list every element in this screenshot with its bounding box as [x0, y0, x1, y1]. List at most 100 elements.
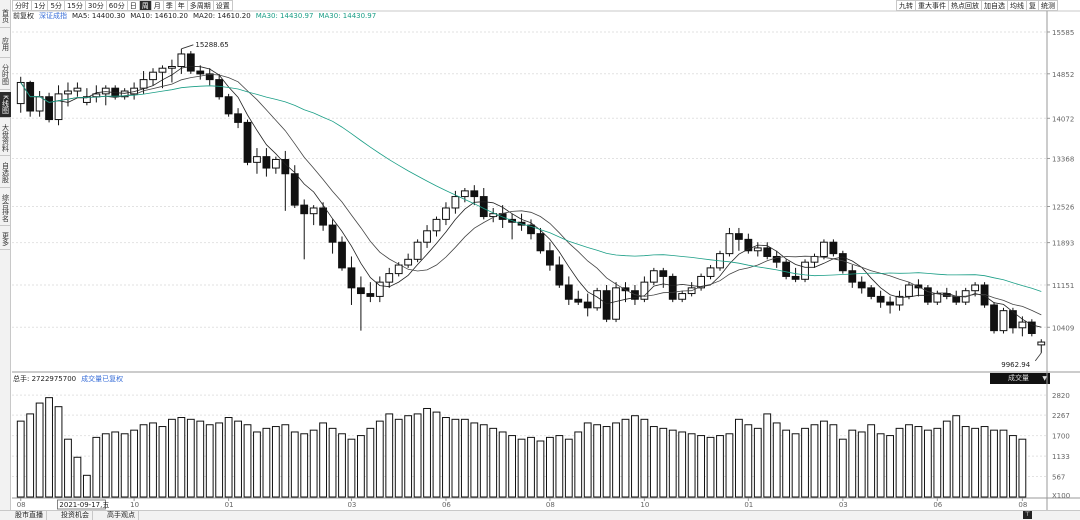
candle-down	[243, 121, 252, 163]
volume-bar	[876, 433, 885, 498]
index-name-label: 深证成指	[39, 12, 67, 20]
candle-up	[130, 87, 139, 95]
candle-down	[1027, 321, 1036, 334]
candle-up	[271, 158, 280, 169]
candle-down	[952, 295, 961, 303]
volume-bar	[772, 422, 781, 498]
volume-bar	[791, 433, 800, 498]
candle-down	[555, 264, 564, 286]
ma60-label: MA30: 14430.97	[318, 12, 377, 20]
volume-bar	[640, 418, 649, 498]
price-tick-label: 12526	[1052, 203, 1075, 211]
ma20-label: MA20: 14610.20	[193, 12, 251, 20]
candle-up	[177, 53, 186, 67]
x-tick-label: 08	[546, 501, 555, 509]
candle-down	[479, 196, 488, 218]
volume-bar	[319, 422, 328, 498]
volume-bar	[820, 420, 828, 498]
volume-bar	[413, 413, 422, 498]
bottom-bar-button-1[interactable]: 投资机会	[58, 511, 93, 520]
candle-down	[470, 190, 479, 198]
sidebar-tab-3[interactable]: K线图	[0, 92, 11, 118]
volume-bar	[999, 429, 1008, 498]
date-marker-box	[57, 499, 106, 510]
candle-up	[697, 275, 705, 289]
candle-up	[423, 230, 431, 243]
volume-bar	[782, 429, 791, 498]
volume-bar	[829, 424, 838, 498]
candle-up	[1018, 321, 1027, 329]
candle-up	[35, 96, 44, 112]
sidebar-tab-1[interactable]: 应用	[0, 30, 11, 58]
volume-bar	[262, 427, 271, 498]
price-tick-label: 11893	[1052, 240, 1074, 248]
sidebar-tab-5[interactable]: 自选股	[0, 158, 11, 188]
candle-down	[772, 255, 781, 263]
volume-bar	[564, 438, 573, 498]
volume-indicator-select[interactable]: 成交量 ▼	[990, 373, 1050, 384]
bottom-bar-button-0[interactable]: 股市直播	[12, 511, 47, 520]
candle-up	[442, 207, 450, 220]
sidebar-tab-4[interactable]: 大盘资料	[0, 120, 11, 156]
candle-up	[158, 67, 167, 73]
volume-bar	[716, 435, 724, 498]
sidebar-tab-0[interactable]: 首页	[0, 4, 11, 28]
volume-bar	[980, 426, 989, 498]
volume-bar	[328, 427, 337, 498]
candle-down	[574, 298, 583, 303]
candle-down	[1009, 310, 1017, 329]
x-tick-label: 01	[744, 501, 753, 509]
volume-bar	[215, 422, 224, 498]
volume-bar	[602, 426, 611, 498]
sidebar-tab-2[interactable]: 分时图	[0, 60, 11, 90]
volume-bar	[574, 431, 583, 498]
volume-bar	[130, 429, 139, 498]
adjust-label[interactable]: 前复权	[13, 12, 34, 20]
volume-bar	[942, 420, 951, 498]
volume-bar	[357, 435, 365, 498]
volume-bar	[734, 418, 743, 498]
candle-up	[168, 65, 176, 69]
x-tick-label: 06	[933, 501, 942, 509]
bottom-bar-button-2[interactable]: 高手观点	[104, 511, 139, 520]
volume-bar	[583, 422, 592, 498]
sidebar-tab-7[interactable]: 更多	[0, 228, 11, 250]
volume-bar	[92, 436, 101, 498]
volume-bar	[545, 436, 554, 498]
candle-up	[933, 293, 942, 303]
volume-bar	[697, 435, 705, 498]
volume-bar	[810, 424, 819, 498]
candle-up	[678, 293, 687, 300]
volume-bar	[338, 433, 346, 498]
price-tick-label: 15585	[1052, 29, 1074, 37]
x-tick-label: 10	[640, 501, 649, 509]
sidebar-tab-6[interactable]: 综合排名	[0, 190, 11, 226]
right-toolbar: 九转 重大事件 热点回放 加自选 均线复统测	[896, 0, 1058, 11]
low-pointer	[1034, 352, 1042, 362]
lock-icon[interactable]: ⊤	[1023, 511, 1032, 519]
volume-bar	[64, 438, 72, 498]
candle-up	[971, 284, 980, 292]
price-tick-label: 10409	[1052, 324, 1074, 332]
candle-up	[489, 213, 498, 218]
volume-bar	[867, 424, 876, 498]
volume-bar	[177, 417, 186, 498]
volume-bar	[612, 422, 620, 498]
volume-bar	[905, 424, 913, 498]
volume-bar	[517, 438, 526, 498]
volume-bar	[659, 427, 668, 498]
volume-bar	[234, 420, 242, 498]
volume-bar	[933, 427, 942, 498]
volume-bar	[593, 424, 602, 498]
ma-legend: 前复权 深证成指 MA5: 14400.30 MA10: 14610.20 MA…	[13, 12, 376, 21]
volume-bar	[508, 435, 517, 498]
candle-down	[791, 275, 800, 280]
left-sidebar: 首页 应用分时图 K线图大盘资料自选股综合排名更多	[0, 0, 11, 520]
volume-select-label: 成交量	[1008, 374, 1029, 382]
candle-up	[149, 71, 157, 81]
volume-bar	[649, 426, 658, 498]
date-marker-label: 2021-09-17,五	[59, 501, 109, 509]
volume-bar	[281, 424, 290, 498]
volume-bar	[432, 411, 441, 498]
